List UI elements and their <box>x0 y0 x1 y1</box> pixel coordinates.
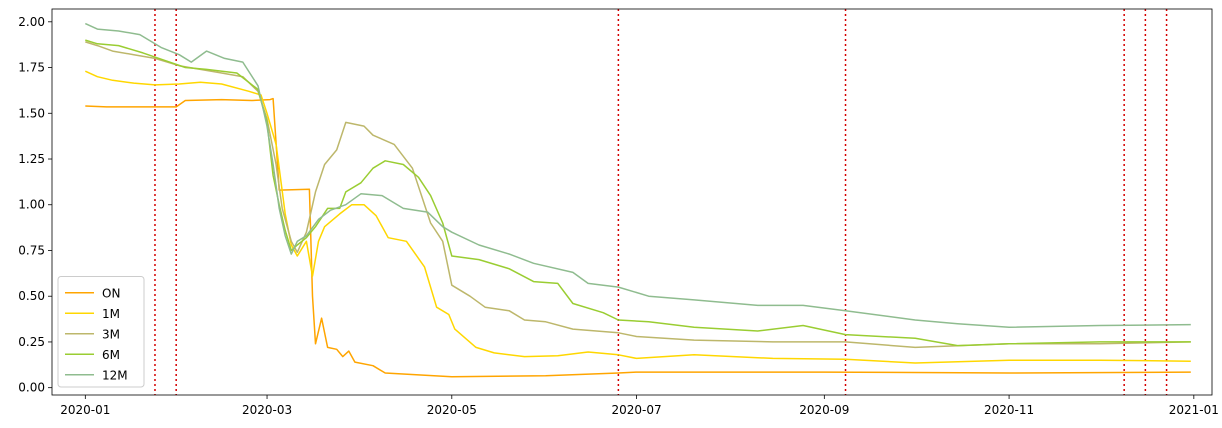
series-line-6m <box>85 39 1191 347</box>
y-tick-label: 1.00 <box>18 198 45 212</box>
x-tick-label: 2021-01 <box>1169 403 1219 417</box>
series-line-3m <box>85 41 1191 349</box>
y-tick-label: 0.25 <box>18 335 45 349</box>
legend: ON 1M 3M 6M 12M <box>57 276 145 388</box>
x-tick-label: 2020-09 <box>799 403 849 417</box>
series-line-1m <box>84 70 1191 364</box>
legend-label-1m: 1M <box>102 307 120 321</box>
legend-label-6m: 6M <box>102 348 120 362</box>
series-line-on <box>85 97 1191 378</box>
y-tick-label: 1.75 <box>18 61 45 75</box>
y-tick-label: 2.00 <box>18 15 45 29</box>
y-tick-label: 0.00 <box>18 381 45 395</box>
x-tick-label: 2020-11 <box>984 403 1034 417</box>
y-axis: 0.00 0.25 0.50 0.75 1.00 1.25 1.50 1.75 2.00 <box>18 15 52 395</box>
vertical-markers <box>154 9 1168 395</box>
y-tick-label: 1.50 <box>18 106 45 120</box>
x-tick-label: 2020-07 <box>611 403 661 417</box>
x-axis: 2020-01 2020-03 2020-05 2020-07 2020-09 2020-… <box>60 395 1219 417</box>
y-tick-label: 1.25 <box>18 152 45 166</box>
x-tick-label: 2020-05 <box>427 403 477 417</box>
y-tick-label: 0.50 <box>18 289 45 303</box>
x-tick-label: 2020-03 <box>242 403 292 417</box>
legend-label-on: ON <box>102 286 120 300</box>
series-line-12m <box>84 22 1191 329</box>
legend-label-3m: 3M <box>102 327 120 341</box>
plot-frame <box>51 8 1213 396</box>
legend-box <box>57 276 145 388</box>
series-lines <box>84 22 1191 378</box>
legend-label-12m: 12M <box>102 368 128 382</box>
x-tick-label: 2020-01 <box>60 403 110 417</box>
y-tick-label: 0.75 <box>18 243 45 257</box>
